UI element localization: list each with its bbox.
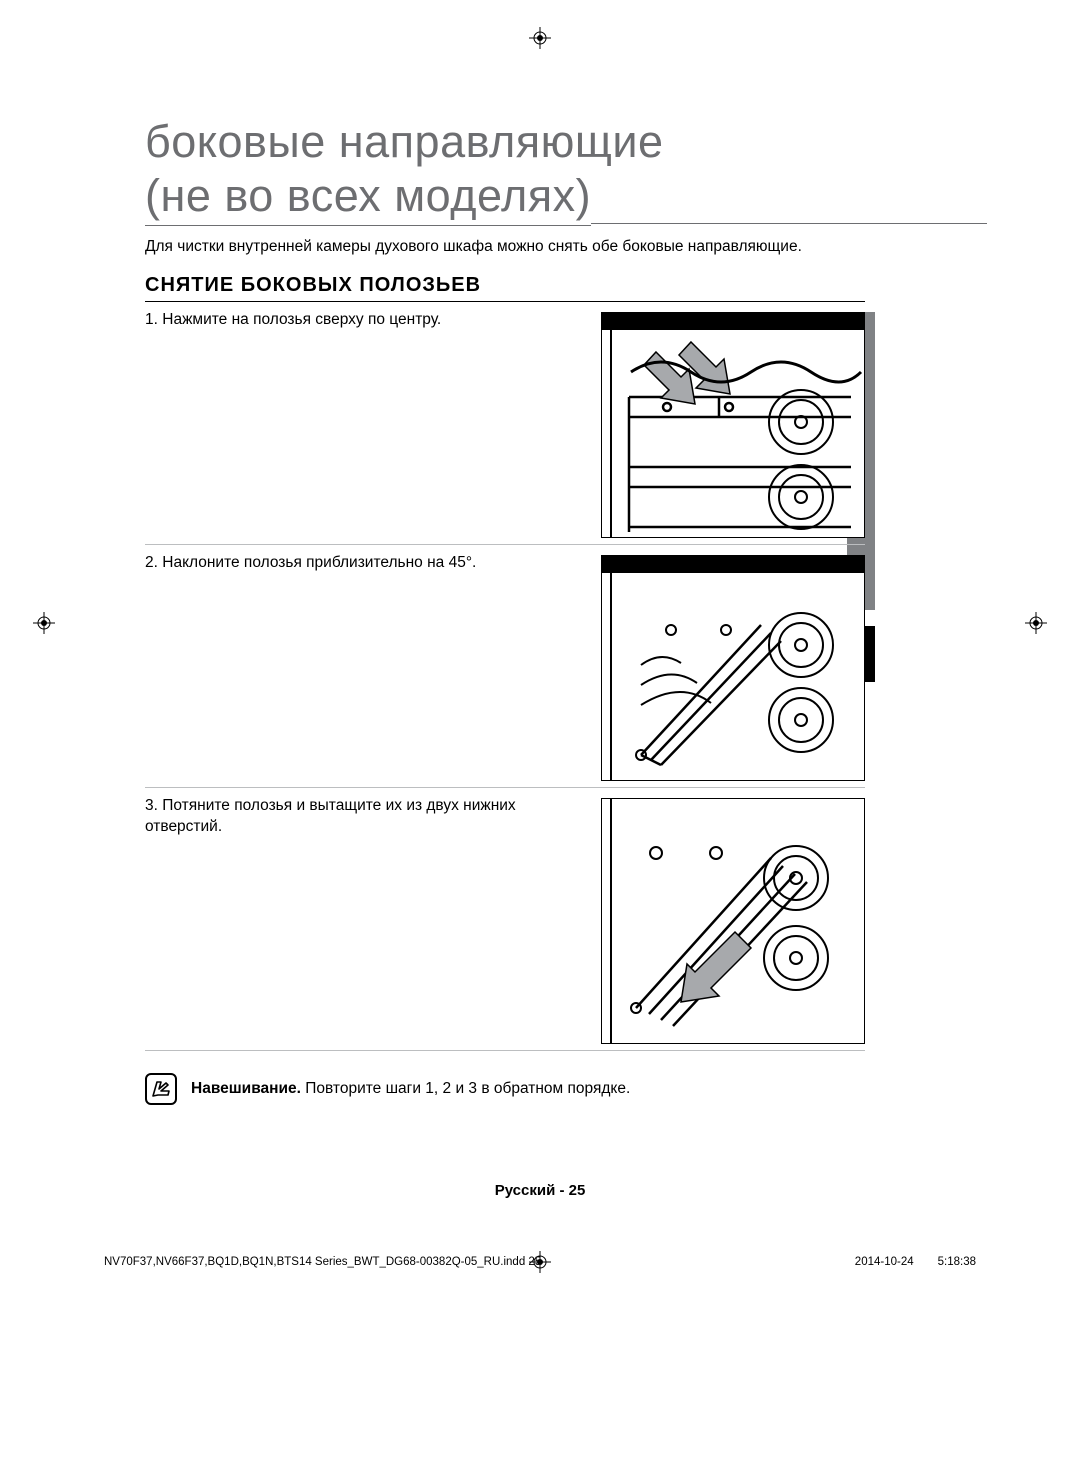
step-2-num: 2. (145, 554, 158, 571)
title-line-2: (не во всех моделях) (145, 169, 591, 226)
registration-mark-right (1025, 612, 1047, 634)
step-2-text: 2. Наклоните полозья приблизительно на 4… (145, 549, 601, 574)
registration-mark-left (33, 612, 55, 634)
step-1: 1. Нажмите на полозья сверху по центру. (145, 302, 865, 545)
note-text: Навешивание. Повторите шаги 1, 2 и 3 в о… (191, 1080, 630, 1098)
step-1-figure (601, 306, 865, 538)
registration-mark-top (529, 27, 551, 49)
step-3-text: 3. Потяните полозья и вытащите их из дву… (145, 792, 601, 838)
note-icon (145, 1073, 177, 1105)
step-3-num: 3. (145, 797, 158, 814)
page-footer-language: Русский - 25 (0, 1182, 1080, 1199)
step-1-body: Нажмите на полозья сверху по центру. (162, 311, 441, 328)
step-2-body: Наклоните полозья приблизительно на 45°. (162, 554, 476, 571)
print-footer-date: 2014-10-24 (855, 1256, 914, 1268)
step-3-body: Потяните полозья и вытащите их из двух н… (145, 797, 516, 835)
step-2-figure (601, 549, 865, 781)
section-heading: СНЯТИЕ БОКОВЫХ ПОЛОЗЬЕВ (145, 274, 865, 302)
step-1-num: 1. (145, 311, 158, 328)
print-footer-filename: NV70F37,NV66F37,BQ1D,BQ1N,BTS14 Series_B… (104, 1256, 541, 1268)
step-1-text: 1. Нажмите на полозья сверху по центру. (145, 306, 601, 331)
note-rest: Повторите шаги 1, 2 и 3 в обратном поряд… (301, 1080, 630, 1097)
note-strong: Навешивание. (191, 1080, 301, 1097)
step-3-figure (601, 792, 865, 1044)
title-line-1: боковые направляющие (145, 115, 865, 169)
note: Навешивание. Повторите шаги 1, 2 и 3 в о… (145, 1073, 865, 1105)
page-title: боковые направляющие (не во всех моделях… (145, 115, 865, 226)
step-2: 2. Наклоните полозья приблизительно на 4… (145, 545, 865, 788)
title-rule (591, 223, 987, 224)
print-footer: NV70F37,NV66F37,BQ1D,BQ1N,BTS14 Series_B… (104, 1256, 976, 1268)
step-3: 3. Потяните полозья и вытащите их из дву… (145, 788, 865, 1051)
print-footer-time: 5:18:38 (938, 1256, 976, 1268)
intro-text: Для чистки внутренней камеры духового шк… (145, 238, 865, 256)
